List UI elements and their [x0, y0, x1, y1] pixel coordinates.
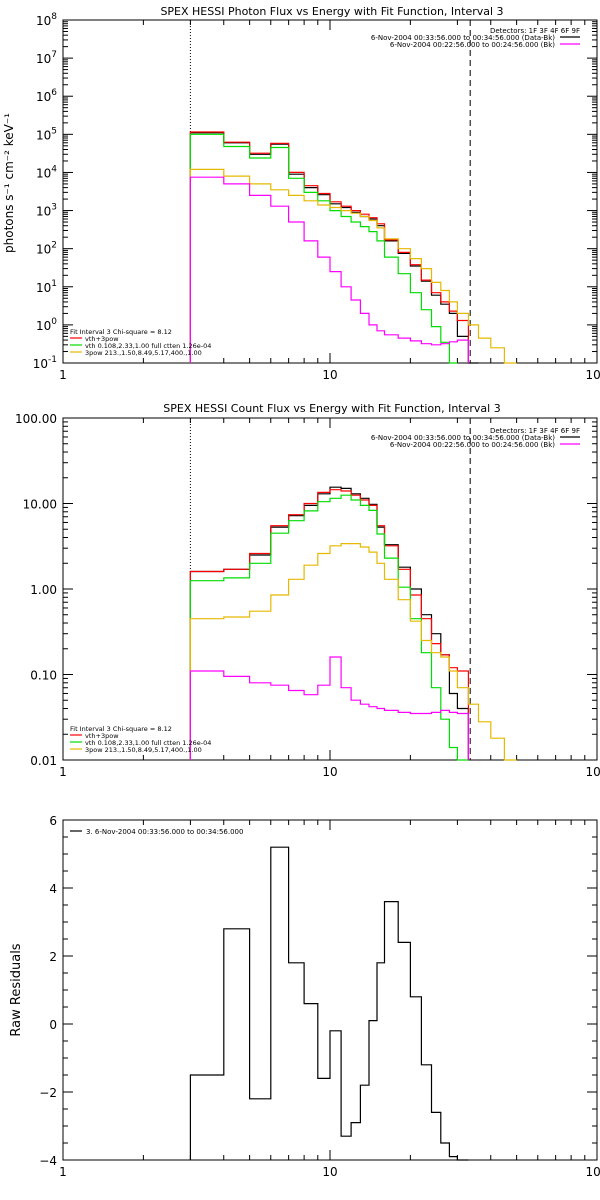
y-tick-base: 10 — [36, 166, 51, 180]
plot-frame — [62, 819, 598, 1161]
residuals-panel: Raw Residuals 1 10 100 −4 −2 0 2 4 6 3. 6-Nov-200… — [9, 814, 600, 1179]
legend-text: 6-Nov-2004 00:33:56.000 to 00:34:56.000 … — [371, 34, 555, 42]
legend-text: 6-Nov-2004 00:22:56.000 to 00:24:56.000 … — [390, 441, 555, 449]
series-vth-line — [189, 133, 458, 364]
y-tick-label: 106 — [36, 88, 57, 104]
y-tick-base: 10 — [36, 319, 51, 333]
legend-text: 3. 6-Nov-2004 00:33:56.000 to 00:34:56.0… — [86, 828, 243, 836]
legend-text: vth 0.108,2.33,1.00 full ctten 1.26e-04 — [85, 342, 211, 350]
plot-frame — [62, 417, 598, 761]
series-vth-line — [189, 494, 469, 761]
photon-flux-panel: SPEX HESSI Photon Flux vs Energy with Fi… — [2, 5, 600, 382]
series-residual-line — [189, 846, 469, 1161]
y-tick-label: 10-1 — [33, 355, 57, 371]
legend-text: 6-Nov-2004 00:33:56.000 to 00:34:56.000 … — [371, 434, 555, 442]
y-tick-label: 4 — [49, 882, 57, 896]
legend-text: vth 0.108,2.33,1.00 full ctten 1.26e-04 — [85, 739, 211, 747]
plot-frame — [62, 19, 598, 364]
y-tick-label: 0.01 — [30, 754, 57, 768]
series-data-bk-line — [189, 132, 479, 364]
y-tick-exponent: 1 — [51, 279, 57, 289]
x-tick-label: 100 — [586, 765, 600, 779]
y-tick-label: 100 — [36, 317, 57, 333]
y-tick-label: 102 — [36, 241, 57, 257]
y-tick-exponent: 5 — [51, 126, 57, 136]
y-tick-exponent: 6 — [51, 88, 57, 98]
y-tick-label: 1.00 — [30, 583, 57, 597]
y-tick-exponent: 2 — [51, 241, 57, 251]
y-tick-base: 10 — [36, 205, 51, 219]
y-tick-label: 10.00 — [23, 498, 57, 512]
y-tick-label: 6 — [49, 814, 57, 828]
y-tick-label: 107 — [36, 50, 57, 66]
x-tick-label: 1 — [59, 368, 67, 382]
series-3pow-line — [189, 168, 517, 364]
x-tick-label: 10 — [322, 368, 337, 382]
series-bk-line — [189, 656, 469, 760]
y-tick-label: −4 — [39, 1154, 57, 1168]
series-vth-3pow-line — [189, 489, 469, 760]
y-tick-label: 0.10 — [30, 669, 57, 683]
y-tick-base: 10 — [36, 14, 51, 28]
y-tick-label: 100.00 — [15, 412, 57, 426]
x-tick-label: 100 — [586, 1165, 600, 1179]
y-tick-exponent: -1 — [48, 355, 57, 365]
y-tick-exponent: 0 — [51, 317, 57, 327]
legend-text: 3pow 213.,1.50,8.49,5.17,400.,1.00 — [85, 349, 202, 357]
legend-text: Fit Interval 3 Chi-square = 8.12 — [70, 725, 172, 733]
photon-flux-ylabel: photons s⁻¹ cm⁻² keV⁻¹ — [2, 113, 16, 253]
y-tick-exponent: 3 — [51, 203, 57, 213]
y-tick-base: 10 — [33, 357, 48, 371]
y-tick-base: 10 — [36, 52, 51, 66]
x-tick-label: 10 — [322, 1165, 337, 1179]
y-tick-exponent: 4 — [51, 164, 57, 174]
legend-text: Detectors: 1F 3F 4F 6F 9F — [490, 27, 580, 35]
count-flux-title: SPEX HESSI Count Flux vs Energy with Fit… — [163, 402, 500, 415]
photon-flux-title: SPEX HESSI Photon Flux vs Energy with Fi… — [160, 5, 503, 18]
residuals-ylabel: Raw Residuals — [9, 943, 24, 1036]
x-tick-label: 100 — [586, 368, 600, 382]
y-tick-label: 2 — [49, 950, 57, 964]
y-tick-base: 10 — [36, 90, 51, 104]
legend-text: Detectors: 1F 3F 4F 6F 9F — [490, 427, 580, 435]
legend-text: 3pow 213.,1.50,8.49,5.17,400.,1.00 — [85, 746, 202, 754]
y-tick-label: 101 — [36, 279, 57, 295]
y-tick-label: 0 — [49, 1018, 57, 1032]
y-tick-label: 108 — [36, 12, 57, 28]
series-vth-3pow-line — [189, 131, 469, 363]
series-bk-line — [189, 176, 469, 363]
count-flux-panel: SPEX HESSI Count Flux vs Energy with Fit… — [15, 402, 600, 779]
y-tick-label: 103 — [36, 203, 57, 219]
legend-text: Fit Interval 3 Chi-square = 8.12 — [70, 328, 172, 336]
y-tick-label: −2 — [39, 1086, 57, 1100]
y-tick-base: 10 — [36, 128, 51, 142]
x-tick-label: 1 — [59, 765, 67, 779]
y-tick-exponent: 8 — [51, 12, 57, 22]
series-3pow-line — [189, 543, 517, 761]
legend-text: vth+3pow — [85, 335, 119, 343]
y-tick-base: 10 — [36, 281, 51, 295]
x-tick-label: 10 — [322, 765, 337, 779]
y-tick-exponent: 7 — [51, 50, 57, 60]
y-tick-label: 104 — [36, 164, 57, 180]
x-tick-label: 1 — [59, 1165, 67, 1179]
y-tick-base: 10 — [36, 243, 51, 257]
series-data-bk-line — [189, 486, 469, 760]
legend-text: 6-Nov-2004 00:22:56.000 to 00:24:56.000 … — [390, 41, 555, 49]
y-tick-label: 105 — [36, 126, 57, 142]
legend-text: vth+3pow — [85, 732, 119, 740]
